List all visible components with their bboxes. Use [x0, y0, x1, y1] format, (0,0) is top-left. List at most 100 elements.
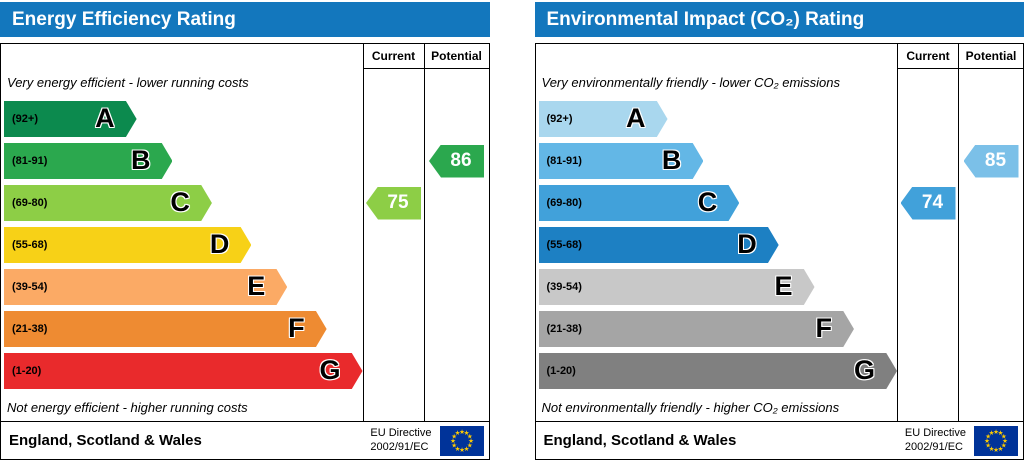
- band-bar: (69-80) C: [4, 185, 212, 222]
- band-bar: (92+) A: [539, 101, 668, 138]
- eu-directive-line2: 2002/91/EC: [370, 440, 429, 453]
- band-bar: (1-20) G: [539, 353, 898, 390]
- svg-text:★: ★: [993, 428, 999, 436]
- indicator-slot: [898, 266, 958, 308]
- svg-text:★: ★: [451, 441, 457, 449]
- band-range-label: (1-20): [12, 364, 42, 377]
- footer-right: EU Directive 2002/91/EC ★ ★ ★ ★ ★ ★ ★ ★ ★ ★ ★ ★: [370, 425, 484, 456]
- band-row: (1-20) G: [4, 350, 363, 392]
- svg-text:★: ★: [450, 437, 456, 445]
- band-range-label: (92+): [546, 112, 573, 125]
- band-range-label: (69-80): [12, 196, 48, 209]
- region-label: England, Scotland & Wales: [9, 432, 202, 449]
- band-row: (21-38) F: [539, 308, 898, 350]
- indicator-slot: [898, 140, 958, 182]
- potential-indicator: 85: [963, 144, 1019, 178]
- band-row: (69-80) C: [4, 182, 363, 224]
- header-spacer: [1, 44, 363, 69]
- indicator-slot: [364, 308, 424, 350]
- indicator-slot: [898, 350, 958, 392]
- svg-text:★: ★: [985, 441, 991, 449]
- svg-text:★: ★: [1002, 437, 1008, 445]
- bottom-note: Not environmentally friendly - higher CO…: [541, 400, 840, 415]
- svg-text:★: ★: [463, 429, 469, 437]
- current-indicator: 75: [366, 186, 421, 220]
- band-grade-letter: B: [661, 145, 682, 176]
- band-bar: (39-54) E: [4, 269, 287, 306]
- band-grade-letter: C: [170, 187, 190, 218]
- svg-text:★: ★: [989, 444, 995, 452]
- band-bar: (21-38) F: [539, 311, 854, 348]
- svg-text:★: ★: [998, 444, 1004, 452]
- band-bar: (81-91) B: [539, 143, 704, 180]
- band-range-label: (39-54): [546, 280, 582, 293]
- panel-footer: England, Scotland & Wales EU Directive 2…: [534, 422, 1024, 460]
- svg-text:★: ★: [459, 446, 465, 454]
- panel-title-bar: Energy Efficiency Rating: [0, 2, 490, 37]
- potential-column-header: Potential: [959, 44, 1023, 69]
- panel-title-bar: Environmental Impact (CO₂) Rating: [534, 2, 1024, 37]
- band-grade-letter: D: [209, 229, 230, 260]
- current-column: Current 74: [897, 44, 958, 421]
- current-value: 75: [387, 192, 409, 213]
- band-row: (21-38) F: [4, 308, 363, 350]
- eu-directive-text: EU Directive 2002/91/EC: [370, 427, 431, 455]
- svg-text:★: ★: [451, 432, 457, 440]
- footer-right: EU Directive 2002/91/EC ★ ★ ★ ★ ★ ★ ★ ★ ★ ★ ★ ★: [905, 425, 1018, 456]
- eu-directive-line1: EU Directive: [904, 426, 966, 439]
- svg-text:★: ★: [985, 432, 991, 440]
- indicator-slot: [364, 224, 424, 266]
- potential-indicator: 86: [429, 144, 484, 178]
- bands: (92+) A (81-91) B (69-80) C: [1, 96, 363, 394]
- band-row: (55-68) D: [539, 224, 898, 266]
- svg-text:★: ★: [463, 444, 469, 452]
- band-row: (69-80) C: [539, 182, 898, 224]
- potential-column-body: 86: [425, 69, 489, 421]
- band-grade-letter: G: [853, 355, 875, 386]
- rating-chart: Very energy efficient - lower running co…: [0, 43, 490, 422]
- band-grade-letter: A: [95, 103, 115, 134]
- top-note: Very energy efficient - lower running co…: [7, 75, 249, 90]
- indicator-slot: [425, 350, 489, 392]
- potential-column-header: Potential: [424, 44, 489, 69]
- svg-text:★: ★: [459, 428, 465, 436]
- indicator-slot: [959, 350, 1023, 392]
- current-column: Current 75: [362, 44, 424, 421]
- potential-column: Potential 86: [423, 44, 489, 421]
- eu-flag-icon: ★★★ ★★★ ★★★ ★★★: [439, 425, 484, 456]
- indicator-slot: [898, 98, 958, 140]
- band-range-label: (21-38): [12, 322, 48, 335]
- eu-flag-icon: ★★★ ★★★ ★★★ ★★★: [974, 425, 1018, 456]
- indicator-slot: [364, 98, 424, 140]
- indicator-slot: [364, 350, 424, 392]
- svg-text:★: ★: [984, 437, 990, 445]
- svg-text:★: ★: [998, 429, 1004, 437]
- band-grade-letter: C: [697, 187, 718, 218]
- band-bar: (81-91) B: [4, 143, 172, 180]
- band-grade-letter: D: [737, 229, 757, 260]
- band-bar: (92+) A: [4, 101, 137, 138]
- band-grade-letter: F: [288, 313, 305, 344]
- current-indicator: 74: [900, 186, 956, 220]
- header-spacer: [536, 44, 898, 69]
- svg-text:★: ★: [993, 446, 999, 454]
- eu-directive-text: EU Directive 2002/91/EC: [905, 427, 966, 455]
- band-bar: (39-54) E: [539, 269, 815, 306]
- band-bar: (69-80) C: [539, 185, 740, 222]
- band-bar: (55-68) D: [4, 227, 251, 264]
- band-row: (92+) A: [539, 98, 898, 140]
- band-row: (1-20) G: [539, 350, 898, 392]
- indicator-slot: 86: [425, 140, 489, 182]
- svg-text:★: ★: [1001, 432, 1007, 440]
- band-row: (39-54) E: [539, 266, 898, 308]
- band-range-label: (1-20): [546, 364, 576, 377]
- band-range-label: (69-80): [546, 196, 582, 209]
- indicator-slot: [425, 98, 489, 140]
- indicator-slot: [959, 224, 1023, 266]
- current-column-header: Current: [898, 44, 958, 69]
- potential-column: Potential 85: [958, 44, 1023, 421]
- svg-text:★: ★: [466, 441, 472, 449]
- svg-text:★: ★: [454, 444, 460, 452]
- band-grade-letter: F: [815, 313, 832, 344]
- indicator-slot: [364, 140, 424, 182]
